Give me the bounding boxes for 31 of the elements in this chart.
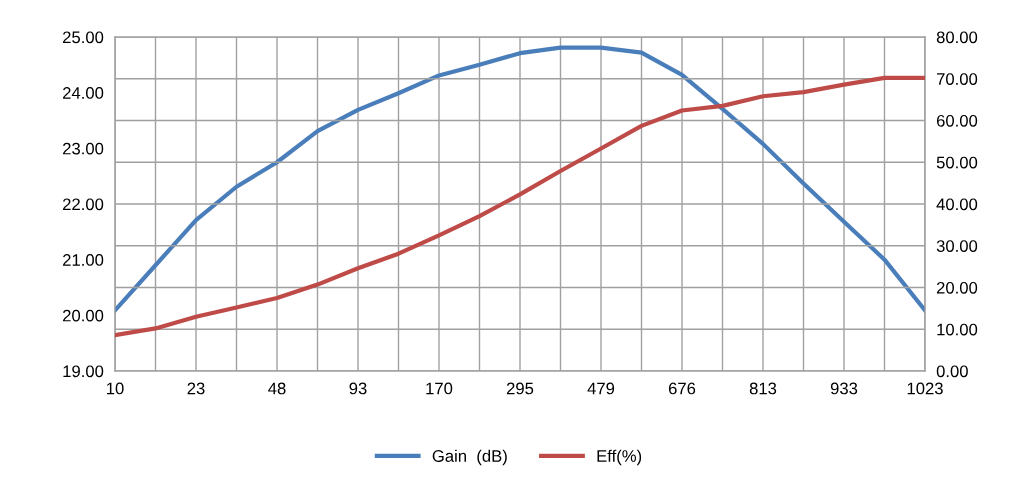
y2-tick-label: 10.00 (937, 323, 978, 336)
x-tick-label: 676 (668, 382, 696, 395)
y-tick-label: 25.00 (63, 31, 104, 44)
y2-tick-label: 40.00 (936, 198, 978, 211)
x-tick-label: 23 (187, 382, 205, 395)
y-tick-label: 23.00 (63, 142, 104, 155)
y2-tick-label: 60.00 (936, 114, 978, 127)
line-series (115, 75, 925, 338)
x-tick-label: 1023 (907, 382, 943, 395)
y2-tick-label: 30.00 (936, 240, 978, 252)
x-tick-label: 93 (349, 382, 367, 395)
x-tick-label: 813 (749, 382, 777, 395)
x-tick-label: 479 (587, 382, 615, 395)
y-tick-label: 20.00 (63, 309, 104, 322)
x-tick-label: 48 (268, 382, 286, 395)
legend-label: Gain (dB) (432, 449, 507, 466)
y2-tick-label: 70.00 (936, 73, 978, 85)
x-tick-label: 295 (506, 382, 534, 395)
x-tick-label: 933 (830, 382, 858, 395)
line-series (115, 45, 925, 313)
y-tick-label: 21.00 (63, 254, 104, 266)
x-tick-label: 170 (426, 382, 453, 395)
y2-tick-label: 0.00 (936, 365, 968, 378)
y-tick-label: 24.00 (63, 87, 104, 99)
legend-label: Eff(%) (597, 449, 642, 466)
y2-tick-label: 80.00 (936, 31, 978, 44)
y-tick-label: 22.00 (63, 198, 104, 211)
x-tick-label: 10 (107, 382, 124, 395)
y-tick-label: 19.00 (63, 365, 104, 378)
y2-tick-label: 50.00 (936, 156, 978, 169)
y2-tick-label: 20.00 (936, 281, 978, 294)
